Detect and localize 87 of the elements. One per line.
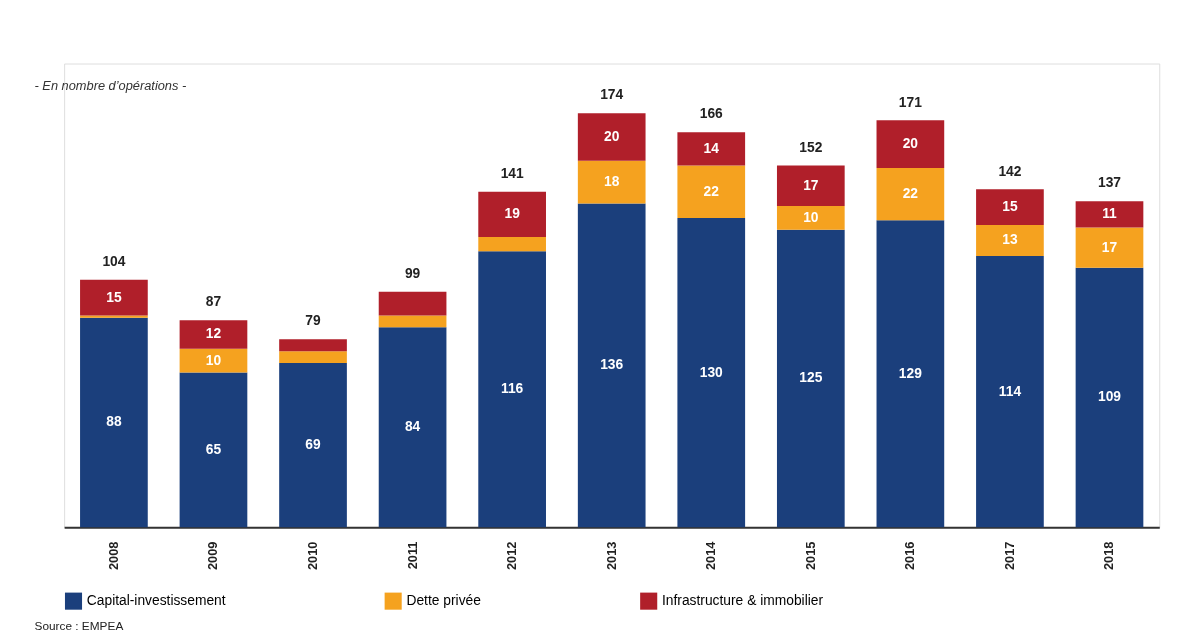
data-label: 18	[604, 173, 620, 190]
x-tick-label: 2018	[1101, 541, 1117, 571]
data-label: 114	[998, 382, 1022, 399]
bar	[80, 279, 148, 316]
bar	[776, 206, 845, 230]
bar	[478, 251, 546, 528]
bar	[1075, 201, 1144, 228]
total-label: 87	[205, 293, 222, 310]
data-label: 69	[305, 436, 322, 453]
legend-label: Capital-investissement	[86, 592, 226, 609]
bar	[677, 132, 746, 166]
bar	[378, 291, 447, 316]
data-label: 129	[898, 364, 923, 381]
bar	[776, 165, 845, 206]
data-label: 116	[501, 380, 524, 397]
legend-label: Dette privée	[406, 592, 482, 609]
x-tick-label: 2017	[1001, 541, 1017, 571]
total-label: 171	[898, 93, 923, 110]
total-label: 174	[600, 86, 624, 103]
total-label: 99	[404, 264, 421, 281]
data-label: 22	[703, 182, 720, 199]
x-tick-label: 2012	[504, 541, 520, 571]
bar	[80, 317, 148, 528]
data-label: 125	[799, 369, 823, 386]
total-label: 141	[500, 164, 524, 181]
bar	[876, 220, 945, 528]
x-tick-label: 2014	[703, 540, 719, 571]
x-tick-label: 2008	[105, 541, 121, 571]
data-label: 14	[703, 139, 720, 156]
chart-subtitle: - En nombre d’opérations -	[34, 78, 187, 94]
bar	[378, 327, 447, 528]
data-label: 20	[902, 135, 919, 152]
bar	[976, 189, 1044, 226]
bar	[279, 339, 347, 352]
x-tick-label: 2011	[404, 541, 420, 570]
total-label: 137	[1097, 174, 1122, 191]
data-label: 10	[803, 208, 819, 225]
data-label: 22	[902, 185, 919, 202]
bar	[876, 167, 945, 221]
data-label: 15	[1002, 198, 1018, 215]
total-label: 79	[305, 312, 322, 329]
bar	[1075, 227, 1144, 268]
x-tick-label: 2010	[304, 541, 320, 571]
x-tick-label: 2009	[205, 541, 221, 571]
total-label: 104	[102, 252, 126, 269]
bar	[577, 203, 646, 528]
bar	[976, 225, 1044, 256]
data-label: 13	[1002, 231, 1018, 248]
data-label: 130	[699, 363, 724, 380]
bar	[976, 255, 1044, 528]
source-note: Source : EMPEA	[34, 618, 124, 633]
bar	[776, 229, 845, 528]
x-tick-label: 2015	[802, 541, 818, 571]
data-label: 65	[205, 440, 222, 457]
x-tick-label: 2013	[603, 541, 619, 571]
data-label: 109	[1097, 388, 1122, 405]
total-label: 142	[998, 162, 1022, 179]
data-label: 20	[604, 127, 620, 144]
bar	[179, 348, 248, 373]
data-label: 17	[1101, 238, 1118, 255]
bar	[577, 160, 646, 204]
x-tick-label: 2016	[902, 541, 918, 571]
bar	[478, 236, 546, 252]
bar	[876, 120, 945, 168]
bar	[80, 315, 148, 318]
data-label: 15	[106, 288, 122, 305]
total-label: 152	[799, 138, 823, 155]
bar	[179, 320, 248, 349]
data-label: 12	[205, 325, 222, 342]
legend-label: Infrastructure & immobilier	[662, 592, 824, 609]
bar	[279, 351, 347, 364]
bar	[279, 363, 347, 528]
bar	[577, 113, 646, 161]
bar	[179, 372, 248, 528]
bar	[378, 315, 447, 328]
data-label: 84	[404, 418, 421, 435]
data-label: 17	[803, 176, 819, 193]
data-label: 88	[106, 413, 122, 430]
data-label: 10	[205, 351, 222, 368]
data-label: 136	[600, 356, 624, 373]
bar	[1075, 267, 1144, 528]
data-label: 19	[504, 205, 521, 222]
bar	[677, 165, 746, 218]
bar	[478, 191, 546, 237]
data-label: 11	[1102, 205, 1118, 222]
total-label: 166	[699, 105, 724, 122]
bar	[677, 217, 746, 528]
